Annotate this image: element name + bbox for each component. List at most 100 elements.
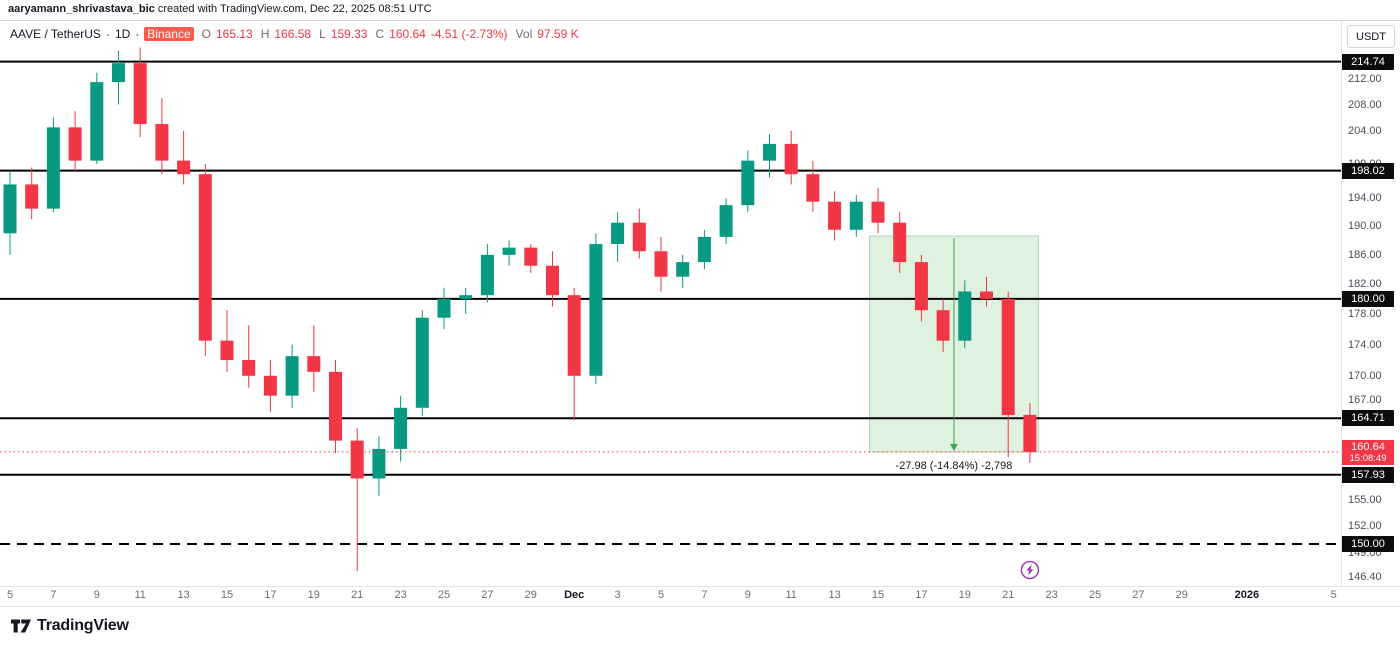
time-tick-label: 15 <box>871 589 885 601</box>
time-tick-label: 23 <box>394 589 407 601</box>
time-tick-label: 5 <box>657 589 665 601</box>
price-tick-label: 190.00 <box>1348 220 1382 233</box>
candle-body <box>524 247 538 266</box>
time-tick-label: 21 <box>351 589 364 601</box>
time-tick-label: 25 <box>1088 589 1102 601</box>
candle-body <box>242 360 256 376</box>
price-level-badge: 164.71 <box>1342 410 1394 427</box>
time-tick-label: 27 <box>481 589 494 601</box>
last-price-value: 160.64 <box>1351 440 1385 453</box>
candle-body <box>25 184 39 209</box>
high-label: H <box>260 27 270 41</box>
attribution-username: aaryamann_shrivastava_bic <box>8 3 155 15</box>
price-tick-label: 204.00 <box>1348 124 1382 137</box>
chart-legend[interactable]: AAVE / TetherUS · 1D · Binance O 165.13 H… <box>10 27 579 41</box>
price-level-badge: 214.74 <box>1342 53 1394 70</box>
candle-body <box>871 201 885 223</box>
time-tick-label: 19 <box>958 589 971 601</box>
time-tick-label: 11 <box>134 589 146 601</box>
tradingview-logo-icon <box>11 619 31 633</box>
measure-label: -27.98 (-14.84%) -2,798 <box>896 460 1013 472</box>
change-value: -4.51 (-2.73%) <box>430 27 508 41</box>
candle-body <box>828 201 842 230</box>
time-axis[interactable]: 5 7 9 11 13 15 17 19 21 23 25 27 29 Dec 3 5 7 9 11 13 15 17 19… <box>0 588 1341 605</box>
candle-body <box>350 440 364 479</box>
candlestick-chart-pane[interactable]: -27.98 (-14.84%) -2,798 <box>0 0 1341 586</box>
price-tick-label: 167.00 <box>1348 393 1382 406</box>
volume-label: Vol <box>515 27 533 41</box>
price-level-badge: 198.02 <box>1342 162 1394 179</box>
price-tick-label: 170.00 <box>1348 369 1382 382</box>
candle-body <box>263 375 277 396</box>
time-tick-label: 9 <box>93 589 100 601</box>
time-tick-label: 19 <box>307 589 320 601</box>
lightning-bolt-glyph <box>1026 564 1034 576</box>
candle-body <box>893 222 907 263</box>
price-level-badge: 180.00 <box>1342 290 1394 307</box>
candle-body <box>480 254 494 296</box>
price-axis-separator <box>1341 20 1342 586</box>
price-tick-label: 152.00 <box>1348 520 1382 533</box>
candle-body <box>459 295 473 299</box>
candle-body <box>849 201 863 230</box>
candle-body <box>220 340 234 361</box>
interval-label[interactable]: 1D <box>114 27 131 41</box>
price-level-badge: 157.93 <box>1342 466 1394 483</box>
candle-body <box>372 448 386 479</box>
price-tick-label: 212.00 <box>1348 72 1382 85</box>
candle-body <box>133 63 147 125</box>
candle-body <box>914 262 928 311</box>
time-axis-separator <box>0 586 1400 587</box>
candle-body <box>719 205 733 237</box>
candle-body <box>1001 298 1015 416</box>
candle-body <box>632 222 646 252</box>
candle-body <box>611 222 625 245</box>
candle-body <box>763 143 776 161</box>
candle-body <box>1023 414 1037 452</box>
currency-toggle-button[interactable]: USDT <box>1347 25 1395 48</box>
time-tick-label: 7 <box>50 589 57 601</box>
open-label: O <box>201 27 211 41</box>
candle-body <box>589 244 603 376</box>
attribution-text: aaryamann_shrivastava_bic created with T… <box>8 3 432 15</box>
candle-body <box>155 124 169 161</box>
candle-body <box>980 291 993 299</box>
time-tick-label: 13 <box>828 589 841 601</box>
price-tick-label: 182.00 <box>1348 278 1382 291</box>
time-tick-label: 17 <box>915 589 928 601</box>
time-tick-label: 7 <box>701 589 708 601</box>
time-tick-label: 5 <box>1330 589 1337 601</box>
time-tick-label: 17 <box>264 589 277 601</box>
legend-separator: · <box>105 27 110 41</box>
price-tick-label: 146.40 <box>1348 570 1382 583</box>
price-tick-label: 174.00 <box>1348 338 1382 351</box>
candle-body <box>329 371 342 441</box>
time-tick-label: 29 <box>524 589 537 601</box>
legend-separator: · <box>135 27 140 41</box>
tradingview-branding[interactable]: TradingView <box>10 616 129 636</box>
last-price-badge: 160.64 15:08:49 <box>1342 439 1394 465</box>
candle-body <box>198 174 212 341</box>
volume-value: 97.59 K <box>537 27 579 41</box>
low-value: 159.33 <box>330 27 368 41</box>
close-value: 160.64 <box>389 27 426 41</box>
candle-body <box>654 251 668 277</box>
price-tick-label: 186.00 <box>1348 248 1382 261</box>
candle-body <box>112 63 125 83</box>
measure-arrow-head <box>949 443 958 451</box>
price-axis[interactable]: 212.00208.00204.00199.00194.00190.00186.… <box>1342 0 1400 605</box>
candle-body <box>90 82 104 161</box>
tradingview-wordmark: TradingView <box>37 617 129 634</box>
pane-top-border <box>0 20 1400 21</box>
candle-body <box>936 310 950 341</box>
time-tick-label: 21 <box>1002 589 1015 601</box>
time-tick-label: 13 <box>177 589 190 601</box>
exchange-chip[interactable]: Binance <box>144 27 194 41</box>
open-value: 165.13 <box>216 27 253 41</box>
candle-body <box>697 236 711 263</box>
price-tick-label: 208.00 <box>1348 98 1382 111</box>
symbol-name[interactable]: AAVE / TetherUS <box>10 27 101 41</box>
time-tick-label: 27 <box>1132 589 1145 601</box>
time-tick-label: 23 <box>1045 589 1058 601</box>
time-tick-label: 25 <box>437 589 451 601</box>
